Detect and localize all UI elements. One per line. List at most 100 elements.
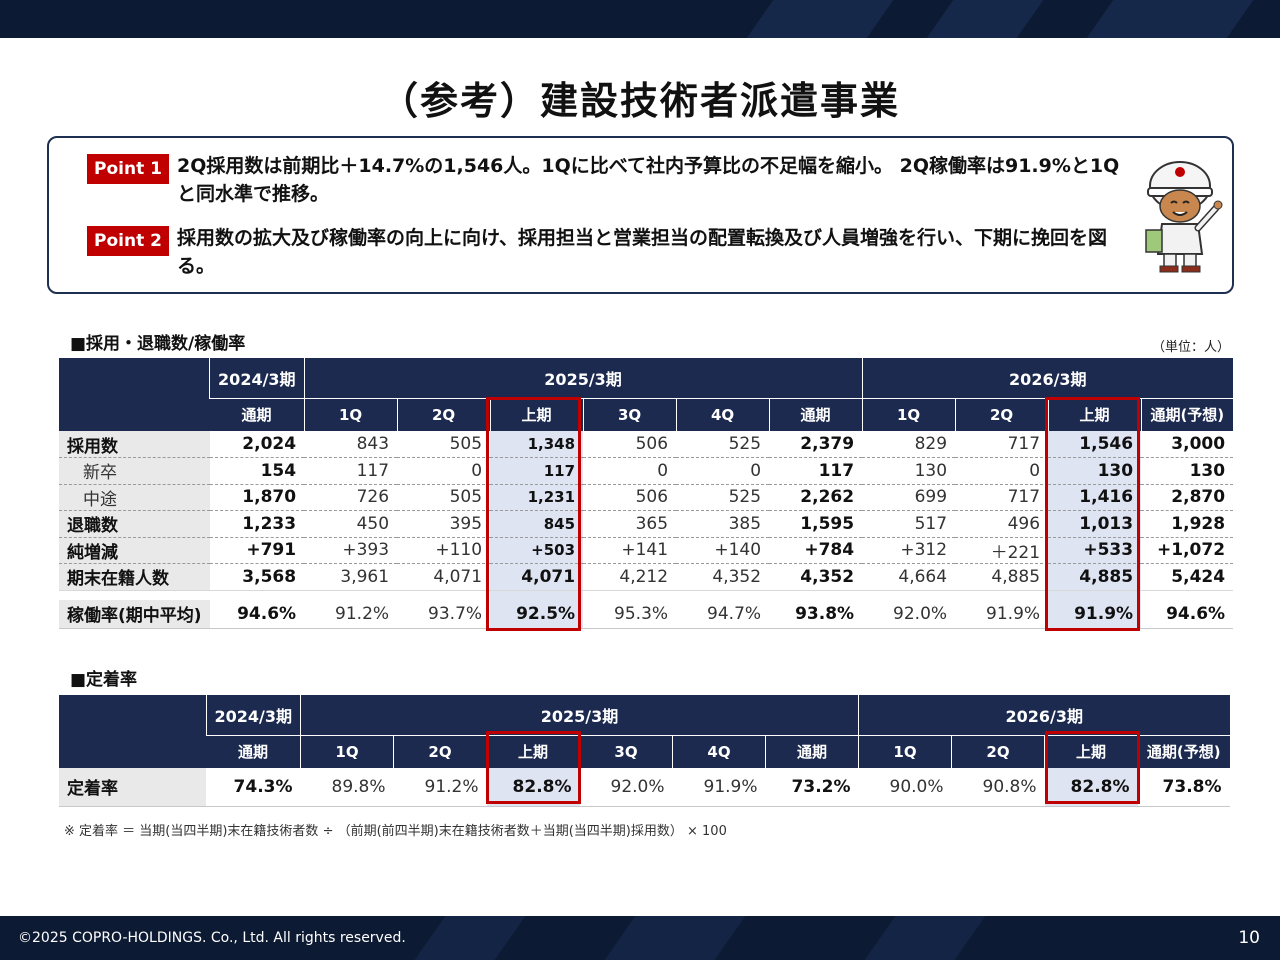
table-cell: +784 bbox=[769, 537, 863, 564]
highlight-frame-retention-2025-h1 bbox=[486, 731, 581, 804]
point-1-badge: Point 1 bbox=[87, 154, 169, 184]
column-header: 通期(予想) bbox=[1137, 734, 1230, 768]
table-cell: 130 bbox=[1048, 457, 1142, 485]
table-header-periods: 2024/3期 2025/3期 2026/3期 bbox=[59, 695, 1230, 768]
table-cell: +503 bbox=[490, 537, 584, 564]
table-cell: 385 bbox=[676, 510, 770, 538]
table-cell: 4,664 bbox=[862, 563, 956, 591]
table-cell: 91.9% bbox=[955, 600, 1049, 629]
row-label: 新卒 bbox=[59, 457, 210, 485]
hiring-table: 2024/3期 2025/3期 2026/3期 通期 1Q 2Q 上期 3Q 4… bbox=[59, 358, 1234, 629]
table-row: 新卒 154 117 0 117 0 0 117 130 0 130 130 bbox=[59, 457, 1234, 485]
table-cell: 130 bbox=[862, 457, 956, 485]
table-cell: 93.7% bbox=[397, 600, 491, 629]
table-cell: 95.3% bbox=[583, 600, 677, 629]
copyright-text: ©2025 COPRO-HOLDINGS. Co., Ltd. All righ… bbox=[18, 930, 406, 946]
table-header-columns: 通期 1Q 2Q 上期 3Q 4Q 通期 1Q 2Q 上期 通期(予想) bbox=[59, 397, 1234, 431]
column-header: 1Q bbox=[303, 397, 398, 431]
column-header: 通期(予想) bbox=[1140, 397, 1234, 431]
table-cell: 4,071 bbox=[397, 563, 491, 591]
table-cell: 91.2% bbox=[304, 600, 398, 629]
table-cell: 73.8% bbox=[1137, 768, 1230, 807]
table-row: 期末在籍人数 3,568 3,961 4,071 4,071 4,212 4,3… bbox=[59, 563, 1234, 591]
section-heading-retention: ■定着率 bbox=[70, 670, 138, 690]
footer: ©2025 COPRO-HOLDINGS. Co., Ltd. All righ… bbox=[0, 916, 1280, 960]
table-cell: 4,885 bbox=[1048, 563, 1142, 591]
table-cell: +533 bbox=[1048, 537, 1142, 564]
table-cell: 1,231 bbox=[490, 484, 584, 511]
column-header: 上期 bbox=[489, 397, 584, 431]
period-header: 2025/3期 bbox=[300, 695, 859, 735]
point-1-text: 2Q採用数は前期比＋14.7%の1,546人。1Qに比べて社内予算比の不足幅を縮… bbox=[177, 155, 1120, 205]
column-header: 4Q bbox=[675, 397, 770, 431]
table-cell: 92.0% bbox=[579, 768, 673, 807]
table-cell: 699 bbox=[862, 484, 956, 511]
row-label: 期末在籍人数 bbox=[59, 563, 210, 591]
page-title: （参考）建設技術者派遣事業 bbox=[379, 79, 900, 123]
point-2-text: 採用数の拡大及び稼働率の向上に向け、採用担当と営業担当の配置転換及び人員増強を行… bbox=[177, 227, 1108, 277]
table-cell: 517 bbox=[862, 510, 956, 538]
period-header: 2024/3期 bbox=[205, 695, 301, 735]
point-2-badge: Point 2 bbox=[87, 226, 169, 256]
table-cell: 91.9% bbox=[672, 768, 766, 807]
table-row: 採用数 2,024 843 505 1,348 506 525 2,379 82… bbox=[59, 431, 1234, 458]
table-row: 中途 1,870 726 505 1,231 506 525 2,262 699… bbox=[59, 484, 1234, 511]
table-cell: 1,928 bbox=[1141, 510, 1234, 538]
table-cell: 2,379 bbox=[769, 431, 863, 458]
table-cell: 74.3% bbox=[206, 768, 301, 807]
period-header: 2026/3期 bbox=[858, 695, 1230, 735]
column-header: 通期 bbox=[765, 734, 859, 768]
table-cell: 3,000 bbox=[1141, 431, 1234, 458]
period-header: 2025/3期 bbox=[303, 358, 863, 398]
column-header: 1Q bbox=[300, 734, 394, 768]
table-row: 稼働率(期中平均) 94.6% 91.2% 93.7% 92.5% 95.3% … bbox=[59, 600, 1234, 629]
table-cell: 91.2% bbox=[393, 768, 487, 807]
footnote: ※ 定着率 ＝ 当期(当四半期)末在籍技術者数 ÷ （前期(前四半期)末在籍技術… bbox=[64, 824, 727, 839]
column-header: 2Q bbox=[954, 397, 1049, 431]
table-cell: 90.8% bbox=[951, 768, 1045, 807]
row-label: 純増減 bbox=[59, 537, 210, 564]
highlight-frame-2026-h1 bbox=[1045, 397, 1140, 631]
highlight-frame-retention-2026-h1 bbox=[1045, 731, 1140, 804]
table-cell: 2,024 bbox=[209, 431, 305, 458]
table-cell: +1,072 bbox=[1141, 537, 1234, 564]
column-header: 3Q bbox=[579, 734, 673, 768]
table-cell: 525 bbox=[676, 484, 770, 511]
table-cell: 94.6% bbox=[1141, 600, 1234, 629]
point-1: Point 1 2Q採用数は前期比＋14.7%の1,546人。1Qに比べて社内予… bbox=[87, 152, 1137, 208]
table-cell: 1,546 bbox=[1048, 431, 1142, 458]
table-cell: 4,885 bbox=[955, 563, 1049, 591]
table-row: 純増減 +791 +393 +110 +503 +141 +140 +784 +… bbox=[59, 537, 1234, 564]
table-cell: 92.0% bbox=[862, 600, 956, 629]
table-cell: +141 bbox=[583, 537, 677, 564]
table-cell: 94.7% bbox=[676, 600, 770, 629]
period-header: 2026/3期 bbox=[861, 358, 1234, 398]
table-cell: 2,870 bbox=[1141, 484, 1234, 511]
section-heading-hiring: ■採用・退職数/稼働率 bbox=[70, 334, 246, 354]
table-cell: 506 bbox=[583, 484, 677, 511]
column-header: 1Q bbox=[861, 397, 956, 431]
table-cell: 82.8% bbox=[1044, 768, 1138, 807]
table-row: 定着率 74.3% 89.8% 91.2% 82.8% 92.0% 91.9% … bbox=[59, 768, 1230, 807]
table-cell: 117 bbox=[490, 457, 584, 485]
table-cell: 4,071 bbox=[490, 563, 584, 591]
table-cell: 395 bbox=[397, 510, 491, 538]
table-cell: 91.9% bbox=[1048, 600, 1142, 629]
table-cell: 845 bbox=[490, 510, 584, 538]
row-spacer bbox=[59, 590, 1234, 600]
table-cell: ＋221 bbox=[955, 537, 1049, 564]
table-cell: 82.8% bbox=[486, 768, 580, 807]
table-cell: 1,348 bbox=[490, 431, 584, 458]
table-cell: 2,262 bbox=[769, 484, 863, 511]
column-header: 2Q bbox=[951, 734, 1045, 768]
table-cell: 5,424 bbox=[1141, 563, 1234, 591]
column-header: 2Q bbox=[396, 397, 491, 431]
column-header: 3Q bbox=[582, 397, 677, 431]
table-row: 退職数 1,233 450 395 845 365 385 1,595 517 … bbox=[59, 510, 1234, 538]
table-cell: +791 bbox=[209, 537, 305, 564]
table-cell: 450 bbox=[304, 510, 398, 538]
highlight-frame-2025-h1 bbox=[486, 397, 581, 631]
table-cell: +140 bbox=[676, 537, 770, 564]
table-cell: 1,870 bbox=[209, 484, 305, 511]
table-cell: 0 bbox=[676, 457, 770, 485]
